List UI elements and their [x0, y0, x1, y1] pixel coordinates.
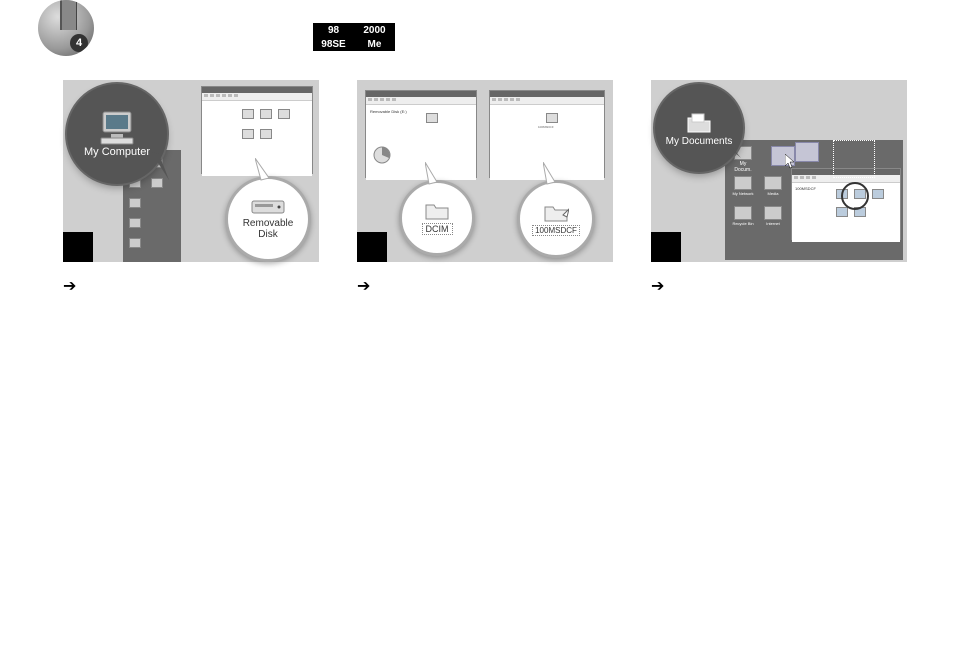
window-heading: 100MSDCF	[795, 186, 816, 191]
continue-arrow-icon: ➔	[357, 276, 613, 296]
callout-dcim: DCIM	[399, 180, 475, 256]
cursor-icon	[785, 154, 797, 170]
callout-label: DCIM	[422, 223, 453, 235]
window-toolbar	[202, 93, 312, 101]
callout-removable-disk: Removable Disk	[225, 176, 311, 262]
image-file-icon	[872, 189, 884, 199]
callout-label: Removable Disk	[243, 218, 294, 240]
instruction-panels: My Computer Removable Disk ➔	[63, 80, 907, 296]
drive-icon	[242, 129, 254, 139]
panel-1: My Computer Removable Disk ➔	[63, 80, 319, 296]
image-file-icon	[836, 207, 848, 217]
panel-3: My Docum. My Network Recycle Bin Media I…	[651, 80, 907, 296]
callout-label: 100MSDCF	[532, 225, 580, 236]
folder-icon	[426, 113, 438, 123]
callout-pointer	[425, 162, 445, 186]
callout-pointer	[151, 152, 191, 192]
panel-1-image: My Computer Removable Disk	[63, 80, 319, 262]
os-badge-98se: 98SE	[313, 37, 354, 51]
continue-arrow-icon: ➔	[63, 276, 319, 296]
highlight-circle	[841, 182, 869, 210]
step-header-icon: 4	[38, 0, 98, 60]
desktop-shortcut: Internet	[761, 206, 785, 232]
computer-icon	[97, 110, 137, 146]
my-documents-icon	[684, 110, 714, 134]
folder-icon	[543, 203, 569, 223]
step-header-circle: 4	[38, 0, 94, 56]
folder-icon	[546, 113, 558, 123]
callout-pointer	[725, 144, 755, 168]
os-badge-98: 98	[313, 23, 354, 37]
desktop-shortcut: Recycle Bin	[731, 206, 755, 232]
window-heading: Removable Disk (E:)	[370, 109, 407, 114]
drive-icon	[242, 109, 254, 119]
removable-disk-icon	[251, 198, 285, 216]
os-badge-2000: 2000	[354, 23, 395, 37]
drive-icon	[260, 129, 272, 139]
callout-label: My Computer	[84, 146, 150, 158]
folder-icon	[424, 201, 450, 221]
drag-selection	[833, 140, 875, 178]
explorer-window-removable: Removable Disk (E:)	[365, 90, 477, 178]
folder-label: 100MSDCF	[538, 125, 554, 129]
os-badge-me: Me	[354, 37, 395, 51]
window-toolbar	[490, 97, 604, 105]
desktop-shortcut: Media	[761, 176, 785, 202]
door-graphic	[60, 0, 77, 30]
step-number-box	[63, 232, 93, 262]
continue-arrow-icon: ➔	[651, 276, 907, 296]
pie-chart-icon	[372, 145, 392, 165]
dragged-file-ghost	[795, 142, 819, 162]
drive-icon	[278, 109, 290, 119]
window-body: Removable Disk (E:)	[366, 105, 476, 180]
panel-2: Removable Disk (E:) 100MSDCF	[357, 80, 613, 296]
step-number-badge: 4	[70, 34, 88, 52]
panel-3-image: My Docum. My Network Recycle Bin Media I…	[651, 80, 907, 262]
callout-label: My Documents	[666, 136, 733, 147]
callout-pointer	[255, 158, 279, 182]
desktop-shortcut	[129, 238, 141, 252]
callout-100msdcf: 100MSDCF	[517, 180, 595, 258]
desktop-shortcut: My Network	[731, 176, 755, 202]
step-number-box	[357, 232, 387, 262]
step-number-box	[651, 232, 681, 262]
window-toolbar	[366, 97, 476, 105]
desktop-shortcut	[129, 198, 141, 212]
callout-pointer	[543, 162, 563, 186]
desktop-shortcut	[129, 218, 141, 232]
panel-2-image: Removable Disk (E:) 100MSDCF	[357, 80, 613, 262]
os-compatibility-badges: 98 2000 98SE Me	[313, 23, 395, 51]
drive-icon	[260, 109, 272, 119]
